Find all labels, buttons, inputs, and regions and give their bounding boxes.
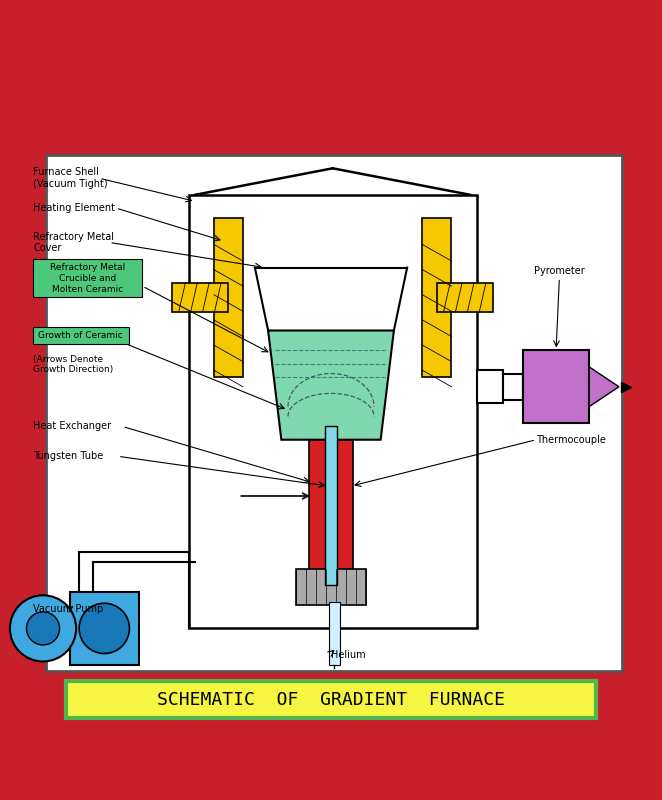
Bar: [46, 155, 622, 671]
Text: (Arrows Denote
Growth Direction): (Arrows Denote Growth Direction): [33, 355, 113, 374]
Bar: [33, 327, 129, 344]
Circle shape: [26, 612, 60, 645]
Bar: [422, 218, 451, 377]
Circle shape: [10, 595, 76, 662]
Bar: [296, 569, 365, 606]
Bar: [189, 194, 477, 628]
Bar: [503, 374, 523, 400]
Text: Thermocouple: Thermocouple: [536, 434, 606, 445]
Polygon shape: [268, 330, 394, 440]
Text: Growth of Ceramic: Growth of Ceramic: [38, 331, 123, 340]
Polygon shape: [589, 367, 619, 406]
Text: Pyrometer: Pyrometer: [534, 266, 585, 276]
Circle shape: [79, 603, 129, 654]
Bar: [523, 350, 589, 423]
Text: Tungsten Tube: Tungsten Tube: [33, 451, 103, 462]
Text: Heat Exchanger: Heat Exchanger: [33, 422, 111, 431]
Text: Heating Element: Heating Element: [33, 203, 115, 213]
Bar: [325, 426, 337, 586]
Bar: [309, 440, 352, 572]
Bar: [70, 592, 139, 665]
Text: Furnace Shell
(Vacuum Tight): Furnace Shell (Vacuum Tight): [33, 167, 108, 189]
Text: Vacuum Pump: Vacuum Pump: [33, 603, 103, 614]
Bar: [437, 283, 493, 312]
Bar: [66, 682, 596, 718]
Text: Refractory Metal
Cover: Refractory Metal Cover: [33, 232, 114, 254]
Text: Refractory Metal
Crucible and
Molten Ceramic: Refractory Metal Crucible and Molten Cer…: [50, 262, 125, 294]
Bar: [329, 602, 340, 665]
Bar: [172, 283, 228, 312]
Bar: [477, 370, 503, 403]
Text: SCHEMATIC  OF  GRADIENT  FURNACE: SCHEMATIC OF GRADIENT FURNACE: [157, 690, 505, 709]
Bar: [33, 259, 142, 298]
Bar: [214, 218, 243, 377]
Text: Helium: Helium: [331, 650, 365, 660]
